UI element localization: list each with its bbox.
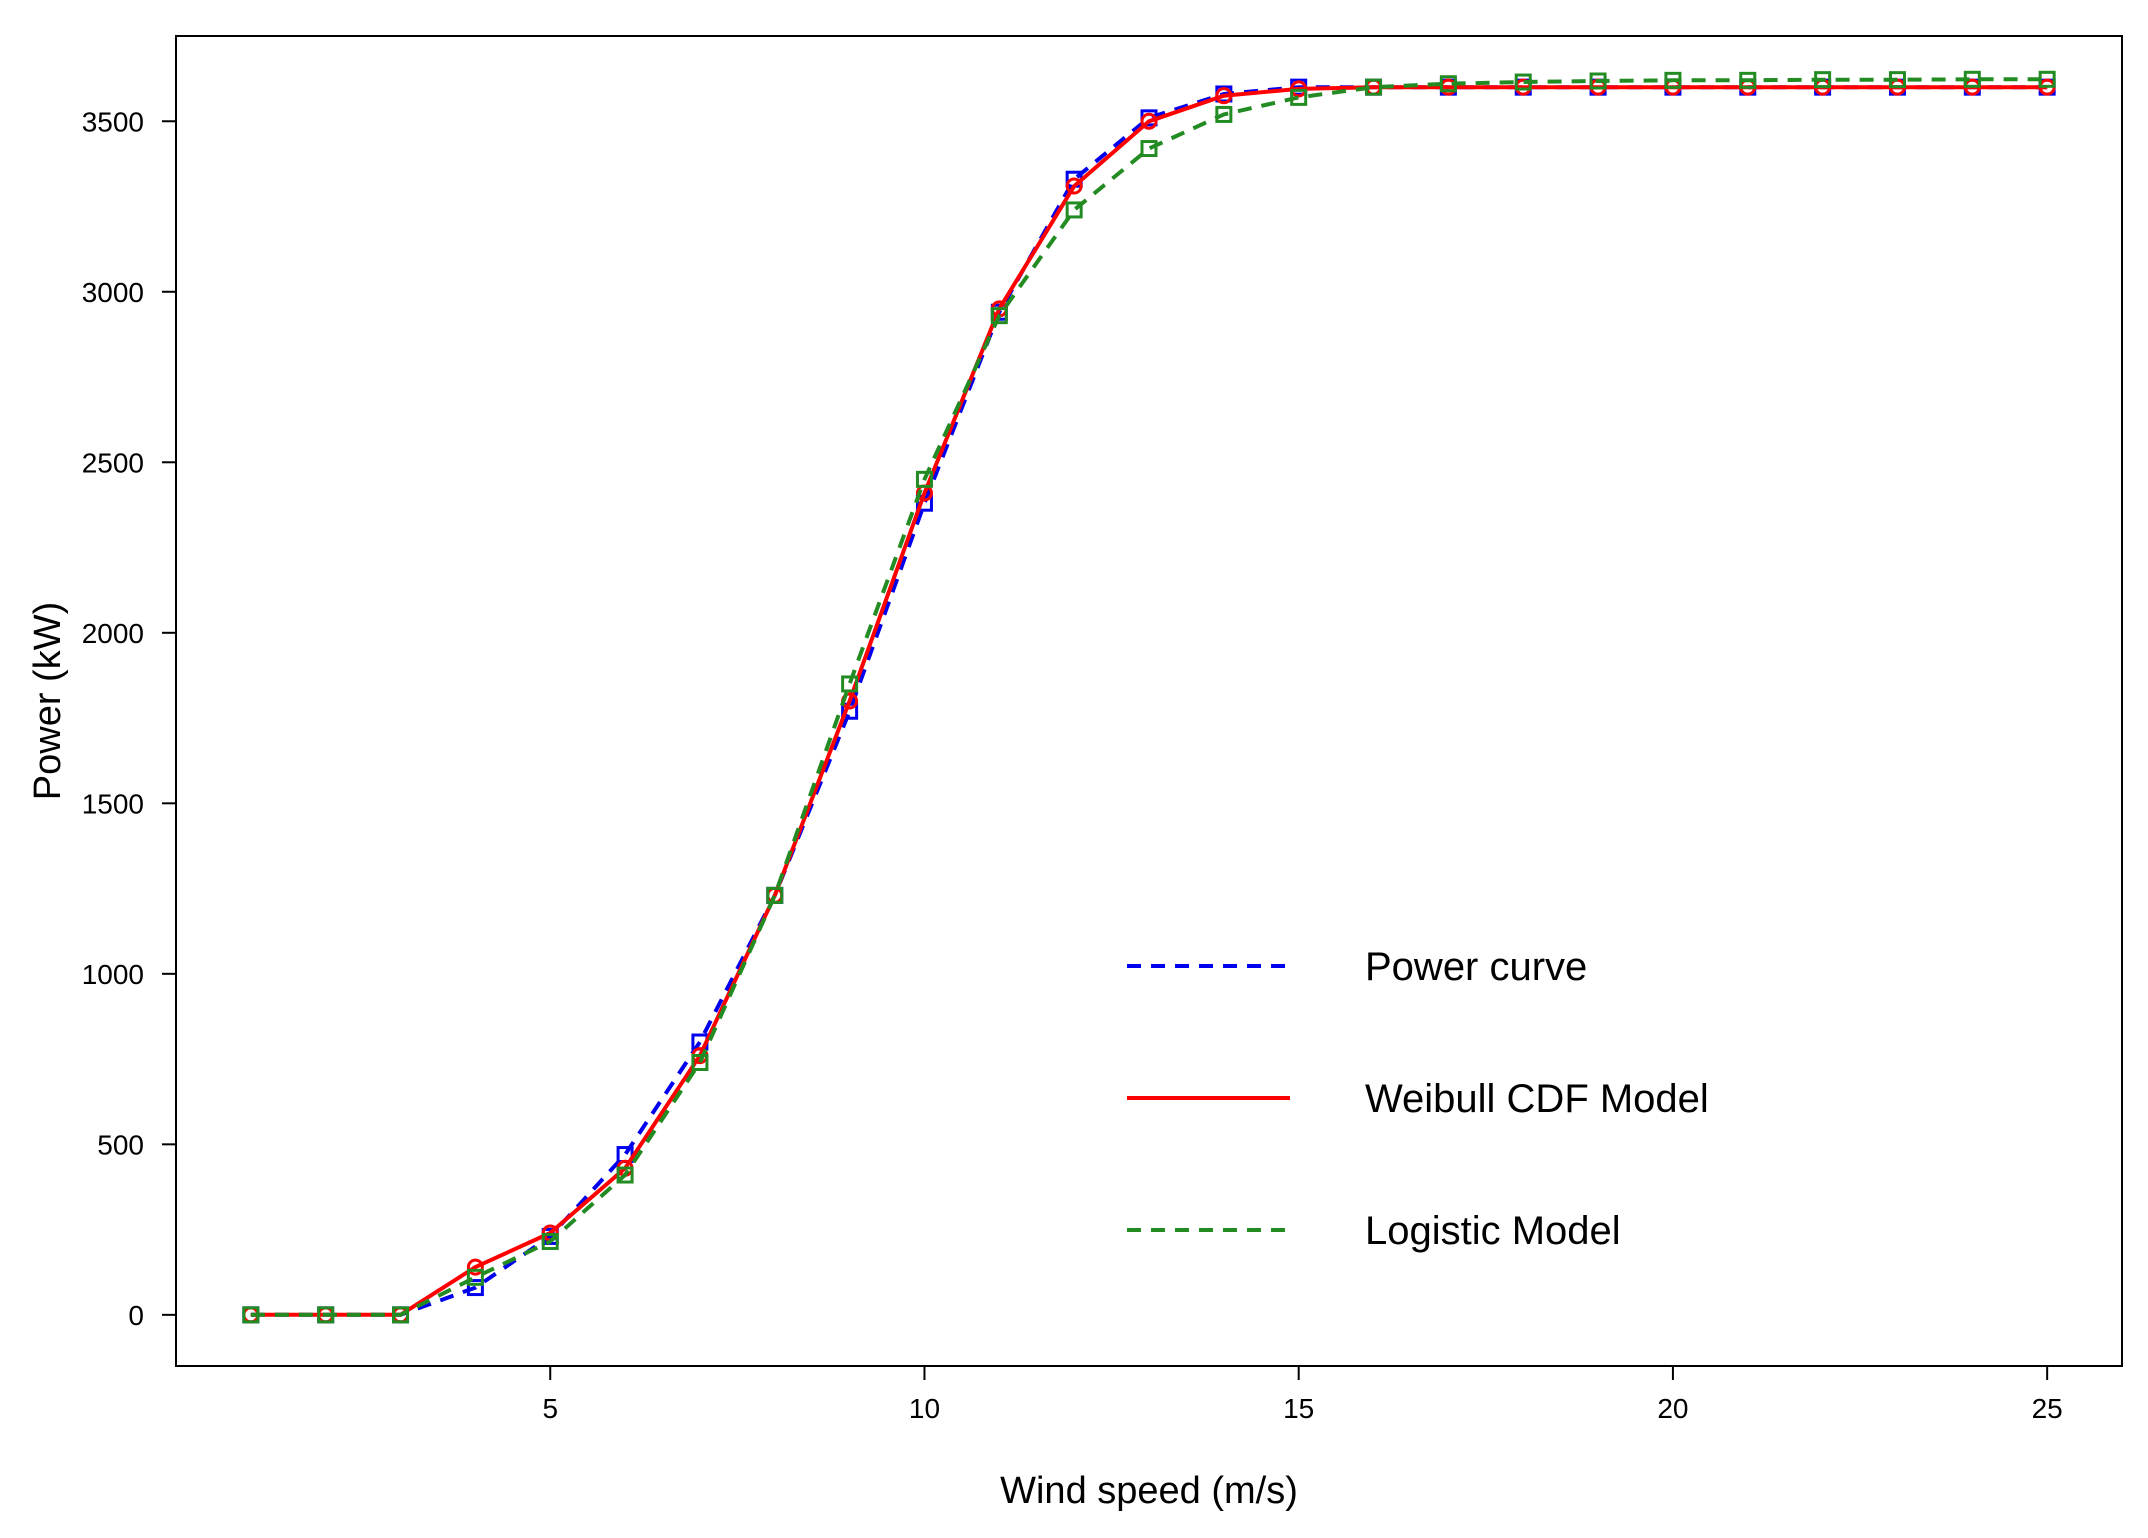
plot-frame bbox=[175, 35, 2123, 1367]
legend-label-logistic-model: Logistic Model bbox=[1365, 1209, 1621, 1253]
y-axis: 0 500 1000 1500 2000 2500 3000 3500 bbox=[82, 106, 176, 1331]
data-point-logistic-model-15 bbox=[1290, 88, 1308, 106]
series-layer bbox=[242, 70, 2056, 1324]
data-point-logistic-model-3 bbox=[392, 1306, 410, 1324]
x-tick-label-10: 10 bbox=[909, 1393, 940, 1424]
data-point-logistic-model-23 bbox=[1888, 71, 1906, 89]
data-point-logistic-model-20 bbox=[1664, 71, 1682, 89]
data-point-logistic-model-9 bbox=[841, 675, 859, 693]
y-tick-label-3000: 3000 bbox=[82, 277, 144, 308]
data-point-weibull-cdf-model-15 bbox=[1290, 80, 1308, 98]
x-tick-label-5: 5 bbox=[542, 1393, 558, 1424]
x-tick-label-25: 25 bbox=[2032, 1393, 2063, 1424]
data-point-logistic-model-6 bbox=[616, 1166, 634, 1184]
y-tick-label-1500: 1500 bbox=[82, 788, 144, 819]
x-tick-label-20: 20 bbox=[1657, 1393, 1688, 1424]
x-axis: 5 10 15 20 25 bbox=[542, 1366, 2063, 1424]
data-point-logistic-model-17 bbox=[1439, 75, 1457, 93]
legend-label-power-curve: Power curve bbox=[1365, 945, 1587, 989]
legend-label-weibull-cdf-model: Weibull CDF Model bbox=[1365, 1077, 1709, 1121]
data-point-logistic-model-13 bbox=[1140, 140, 1158, 158]
y-tick-label-500: 500 bbox=[97, 1129, 144, 1160]
y-tick-label-0: 0 bbox=[128, 1300, 144, 1331]
data-point-logistic-model-7 bbox=[691, 1053, 709, 1071]
series-weibull-cdf-model bbox=[242, 78, 2056, 1324]
data-point-logistic-model-18 bbox=[1514, 73, 1532, 91]
x-axis-title: Wind speed (m/s) bbox=[1000, 1470, 1298, 1512]
data-point-logistic-model-11 bbox=[990, 307, 1008, 325]
data-point-logistic-model-4 bbox=[466, 1268, 484, 1286]
x-tick-label-15: 15 bbox=[1283, 1393, 1314, 1424]
data-point-logistic-model-12 bbox=[1065, 201, 1083, 219]
y-axis-title: Power (kW) bbox=[27, 602, 69, 800]
series-line-logistic-model bbox=[250, 77, 2048, 1317]
series-power-curve bbox=[242, 78, 2056, 1324]
y-tick-label-1000: 1000 bbox=[82, 959, 144, 990]
data-point-logistic-model-22 bbox=[1814, 71, 1832, 89]
data-point-logistic-model-16 bbox=[1365, 78, 1383, 96]
legend: Power curve Weibull CDF Model Logistic Mod… bbox=[1127, 945, 1709, 1253]
data-point-logistic-model-25 bbox=[2038, 70, 2056, 88]
data-point-power-curve-4 bbox=[466, 1279, 484, 1297]
data-point-weibull-cdf-model-14 bbox=[1215, 87, 1233, 105]
data-point-logistic-model-10 bbox=[915, 470, 933, 488]
y-tick-label-2500: 2500 bbox=[82, 447, 144, 478]
series-line-weibull-cdf-model bbox=[250, 85, 2048, 1317]
y-tick-label-3500: 3500 bbox=[82, 106, 144, 137]
data-point-logistic-model-24 bbox=[1963, 70, 1981, 88]
data-point-weibull-cdf-model-13 bbox=[1140, 112, 1158, 130]
data-point-logistic-model-19 bbox=[1589, 72, 1607, 90]
data-point-weibull-cdf-model-4 bbox=[466, 1258, 484, 1276]
data-point-logistic-model-14 bbox=[1215, 105, 1233, 123]
data-point-logistic-model-2 bbox=[317, 1306, 335, 1324]
data-point-logistic-model-21 bbox=[1739, 71, 1757, 89]
series-logistic-model bbox=[242, 70, 2056, 1324]
data-point-logistic-model-5 bbox=[541, 1233, 559, 1251]
data-point-weibull-cdf-model-12 bbox=[1065, 177, 1083, 195]
series-line-power-curve bbox=[250, 85, 2048, 1317]
y-tick-label-2000: 2000 bbox=[82, 618, 144, 649]
data-point-logistic-model-1 bbox=[242, 1306, 260, 1324]
data-point-logistic-model-8 bbox=[766, 886, 784, 904]
